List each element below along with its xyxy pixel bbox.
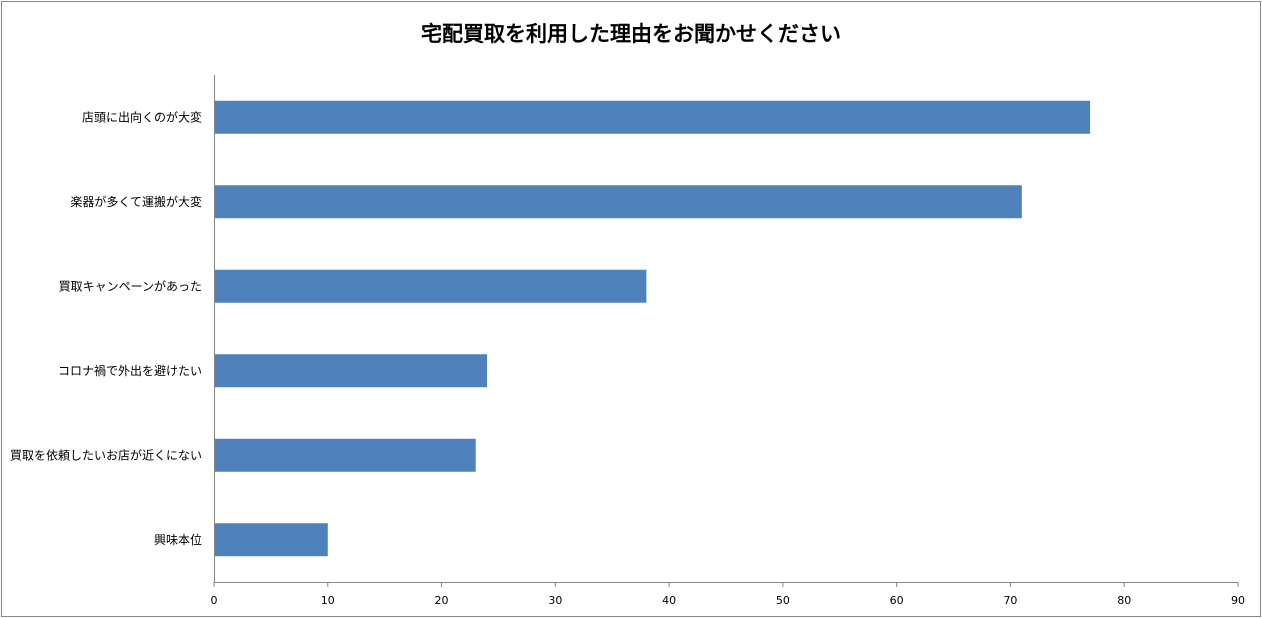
x-tick-label: 0 <box>211 594 218 607</box>
x-tick-label: 60 <box>890 594 904 607</box>
x-tick-label: 10 <box>321 594 335 607</box>
chart-title: 宅配買取を利用した理由をお聞かせください <box>421 22 841 46</box>
x-tick-label: 70 <box>1003 594 1017 607</box>
category-label: 買取キャンペーンがあった <box>59 278 202 293</box>
x-tick-label: 40 <box>662 594 676 607</box>
x-tick-label: 90 <box>1231 594 1245 607</box>
bar <box>214 100 1091 134</box>
bar <box>214 185 1022 219</box>
bar <box>214 354 488 388</box>
category-label: コロナ禍で外出を避けたい <box>58 363 202 378</box>
x-tick-label: 20 <box>435 594 449 607</box>
x-tick-label: 50 <box>776 594 790 607</box>
category-label: 楽器が多くて運搬が大変 <box>70 194 202 209</box>
bar <box>214 523 328 557</box>
bar <box>214 269 647 303</box>
x-tick-label: 80 <box>1117 594 1131 607</box>
bar <box>214 438 476 472</box>
category-label: 買取を依頼したいお店が近くにない <box>10 447 202 462</box>
category-label: 興味本位 <box>154 532 202 547</box>
category-label: 店頭に出向くのが大変 <box>82 109 202 124</box>
x-tick-label: 30 <box>548 594 562 607</box>
